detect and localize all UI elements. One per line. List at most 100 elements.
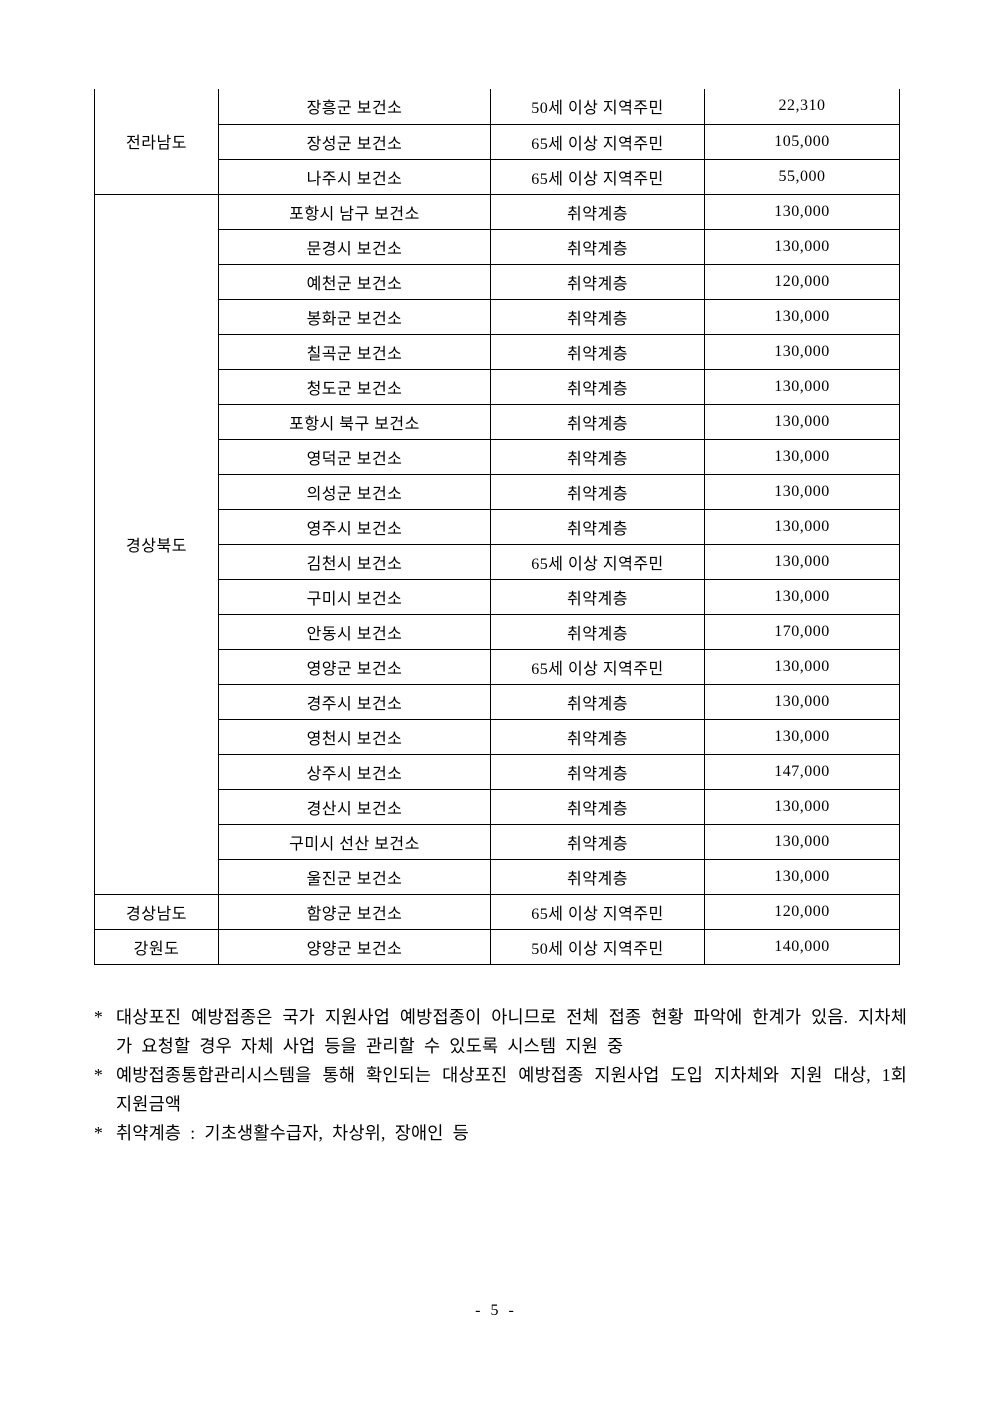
table-row: 의성군 보건소 취약계층 130,000 — [95, 473, 900, 510]
amount-cell: 130,000 — [704, 508, 900, 545]
target-cell: 취약계층 — [490, 298, 705, 335]
amount-cell: 130,000 — [704, 858, 900, 895]
health-center-cell: 안동시 보건소 — [218, 613, 491, 650]
health-center-cell: 문경시 보건소 — [218, 228, 491, 265]
target-cell: 50세 이상 지역주민 — [490, 89, 705, 125]
province-cell: 경상북도 — [94, 193, 219, 895]
page-number: - 5 - — [475, 1302, 517, 1319]
amount-cell: 130,000 — [704, 298, 900, 335]
health-center-cell: 장성군 보건소 — [218, 123, 491, 160]
amount-cell: 130,000 — [704, 193, 900, 230]
target-cell: 취약계층 — [490, 438, 705, 475]
target-cell: 취약계층 — [490, 228, 705, 265]
health-center-cell: 함양군 보건소 — [218, 893, 491, 930]
table-row: 예천군 보건소 취약계층 120,000 — [95, 263, 900, 300]
health-center-cell: 청도군 보건소 — [218, 368, 491, 405]
table-row: 봉화군 보건소 취약계층 130,000 — [95, 298, 900, 335]
target-cell: 취약계층 — [490, 193, 705, 230]
amount-cell: 130,000 — [704, 578, 900, 615]
amount-cell: 22,310 — [704, 89, 900, 125]
footnote-marker: * — [94, 1123, 103, 1143]
amount-cell: 140,000 — [704, 928, 900, 965]
amount-cell: 120,000 — [704, 893, 900, 930]
target-cell: 취약계층 — [490, 823, 705, 860]
health-center-cell: 울진군 보건소 — [218, 858, 491, 895]
health-center-cell: 예천군 보건소 — [218, 263, 491, 300]
table-row: 경주시 보건소 취약계층 130,000 — [95, 683, 900, 720]
province-cell: 경상남도 — [94, 893, 219, 930]
target-cell: 취약계층 — [490, 333, 705, 370]
table-row: 경상북도 포항시 남구 보건소 취약계층 130,000 — [94, 193, 900, 895]
table-row: 나주시 보건소 65세 이상 지역주민 55,000 — [95, 158, 900, 195]
target-cell: 취약계층 — [490, 613, 705, 650]
target-cell: 50세 이상 지역주민 — [490, 928, 705, 965]
table-row: 청도군 보건소 취약계층 130,000 — [95, 368, 900, 405]
table-row: 경산시 보건소 취약계층 130,000 — [95, 788, 900, 825]
health-center-cell: 영천시 보건소 — [218, 718, 491, 755]
health-center-cell: 나주시 보건소 — [218, 158, 491, 195]
table-row: 전라남도 장흥군 보건소 50세 이상 지역주민 22,310 — [94, 89, 900, 195]
health-center-cell: 양양군 보건소 — [218, 928, 491, 965]
footnote: * 취약계층 : 기초생활수급자, 차상위, 장애인 등 — [94, 1119, 907, 1148]
health-center-cell: 경산시 보건소 — [218, 788, 491, 825]
table-row: 상주시 보건소 취약계층 147,000 — [95, 753, 900, 790]
table-row: 영주시 보건소 취약계층 130,000 — [95, 508, 900, 545]
table-row: 장성군 보건소 65세 이상 지역주민 105,000 — [95, 123, 900, 160]
amount-cell: 130,000 — [704, 823, 900, 860]
table-row: 영덕군 보건소 취약계층 130,000 — [95, 438, 900, 475]
health-center-cell: 영주시 보건소 — [218, 508, 491, 545]
amount-cell: 55,000 — [704, 158, 900, 195]
amount-cell: 130,000 — [704, 228, 900, 265]
health-center-cell: 칠곡군 보건소 — [218, 333, 491, 370]
amount-cell: 147,000 — [704, 753, 900, 790]
amount-cell: 130,000 — [704, 333, 900, 370]
health-center-cell: 장흥군 보건소 — [218, 89, 491, 125]
health-center-cell: 경주시 보건소 — [218, 683, 491, 720]
amount-cell: 170,000 — [704, 613, 900, 650]
amount-cell: 130,000 — [704, 403, 900, 440]
amount-cell: 120,000 — [704, 263, 900, 300]
target-cell: 취약계층 — [490, 403, 705, 440]
health-center-cell: 의성군 보건소 — [218, 473, 491, 510]
footnote-text: 대상포진 예방접종은 국가 지원사업 예방접종이 아니므로 전체 접종 현황 파… — [116, 1007, 907, 1056]
target-cell: 취약계층 — [490, 578, 705, 615]
target-cell: 취약계층 — [490, 788, 705, 825]
province-cell: 전라남도 — [94, 89, 219, 195]
amount-cell: 130,000 — [704, 368, 900, 405]
footnote: * 예방접종통합관리시스템을 통해 확인되는 대상포진 예방접종 지원사업 도입… — [94, 1061, 907, 1119]
table-row: 포항시 북구 보건소 취약계층 130,000 — [95, 403, 900, 440]
footnote: * 대상포진 예방접종은 국가 지원사업 예방접종이 아니므로 전체 접종 현황… — [94, 1003, 907, 1061]
target-cell: 취약계층 — [490, 368, 705, 405]
amount-cell: 130,000 — [704, 788, 900, 825]
table-row: 강원도 양양군 보건소 50세 이상 지역주민 140,000 — [94, 928, 900, 965]
target-cell: 65세 이상 지역주민 — [490, 648, 705, 685]
amount-cell: 130,000 — [704, 473, 900, 510]
amount-cell: 130,000 — [704, 648, 900, 685]
health-center-cell: 영덕군 보건소 — [218, 438, 491, 475]
footnotes-section: * 대상포진 예방접종은 국가 지원사업 예방접종이 아니므로 전체 접종 현황… — [94, 1003, 907, 1148]
health-center-cell: 봉화군 보건소 — [218, 298, 491, 335]
footnote-marker: * — [94, 1065, 103, 1085]
health-center-cell: 영양군 보건소 — [218, 648, 491, 685]
target-cell: 취약계층 — [490, 263, 705, 300]
amount-cell: 130,000 — [704, 543, 900, 580]
health-center-cell: 구미시 보건소 — [218, 578, 491, 615]
amount-cell: 130,000 — [704, 438, 900, 475]
province-cell: 강원도 — [94, 928, 219, 965]
health-center-cell: 포항시 북구 보건소 — [218, 403, 491, 440]
footnote-text: 취약계층 : 기초생활수급자, 차상위, 장애인 등 — [116, 1123, 469, 1143]
table-row: 경상남도 함양군 보건소 65세 이상 지역주민 120,000 — [94, 893, 900, 930]
target-cell: 취약계층 — [490, 473, 705, 510]
target-cell: 취약계층 — [490, 858, 705, 895]
table-row: 문경시 보건소 취약계층 130,000 — [95, 228, 900, 265]
amount-cell: 130,000 — [704, 683, 900, 720]
target-cell: 65세 이상 지역주민 — [490, 158, 705, 195]
vaccination-support-table: 전라남도 장흥군 보건소 50세 이상 지역주민 22,310 장성군 보건소 … — [94, 89, 900, 965]
target-cell: 65세 이상 지역주민 — [490, 123, 705, 160]
amount-cell: 105,000 — [704, 123, 900, 160]
health-center-cell: 상주시 보건소 — [218, 753, 491, 790]
target-cell: 취약계층 — [490, 718, 705, 755]
health-center-cell: 구미시 선산 보건소 — [218, 823, 491, 860]
amount-cell: 130,000 — [704, 718, 900, 755]
